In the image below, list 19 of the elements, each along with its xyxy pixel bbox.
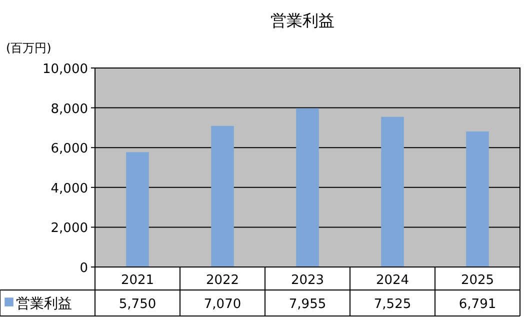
y-tick-label: 10,000 bbox=[42, 62, 88, 77]
y-tick-label: 8,000 bbox=[50, 102, 88, 117]
y-axis-title: (百万円) bbox=[6, 41, 52, 55]
y-tick-label: 0 bbox=[80, 261, 88, 276]
x-tick-label: 2022 bbox=[206, 273, 240, 288]
chart-title: 営業利益 bbox=[270, 11, 334, 30]
data-label: 6,791 bbox=[458, 297, 496, 312]
x-tick-label: 2021 bbox=[120, 273, 154, 288]
x-tick-label: 2023 bbox=[290, 273, 324, 288]
y-tick-label: 6,000 bbox=[50, 142, 88, 157]
x-tick-label: 2024 bbox=[376, 273, 410, 288]
x-tick-label: 2025 bbox=[460, 273, 494, 288]
data-label: 5,750 bbox=[118, 297, 156, 312]
data-label: 7,955 bbox=[288, 297, 326, 312]
data-label: 7,525 bbox=[374, 297, 412, 312]
data-label: 7,070 bbox=[204, 297, 242, 312]
y-tick-label: 2,000 bbox=[50, 221, 88, 236]
legend-label: 営業利益 bbox=[16, 296, 72, 312]
y-tick-label: 4,000 bbox=[50, 181, 88, 196]
